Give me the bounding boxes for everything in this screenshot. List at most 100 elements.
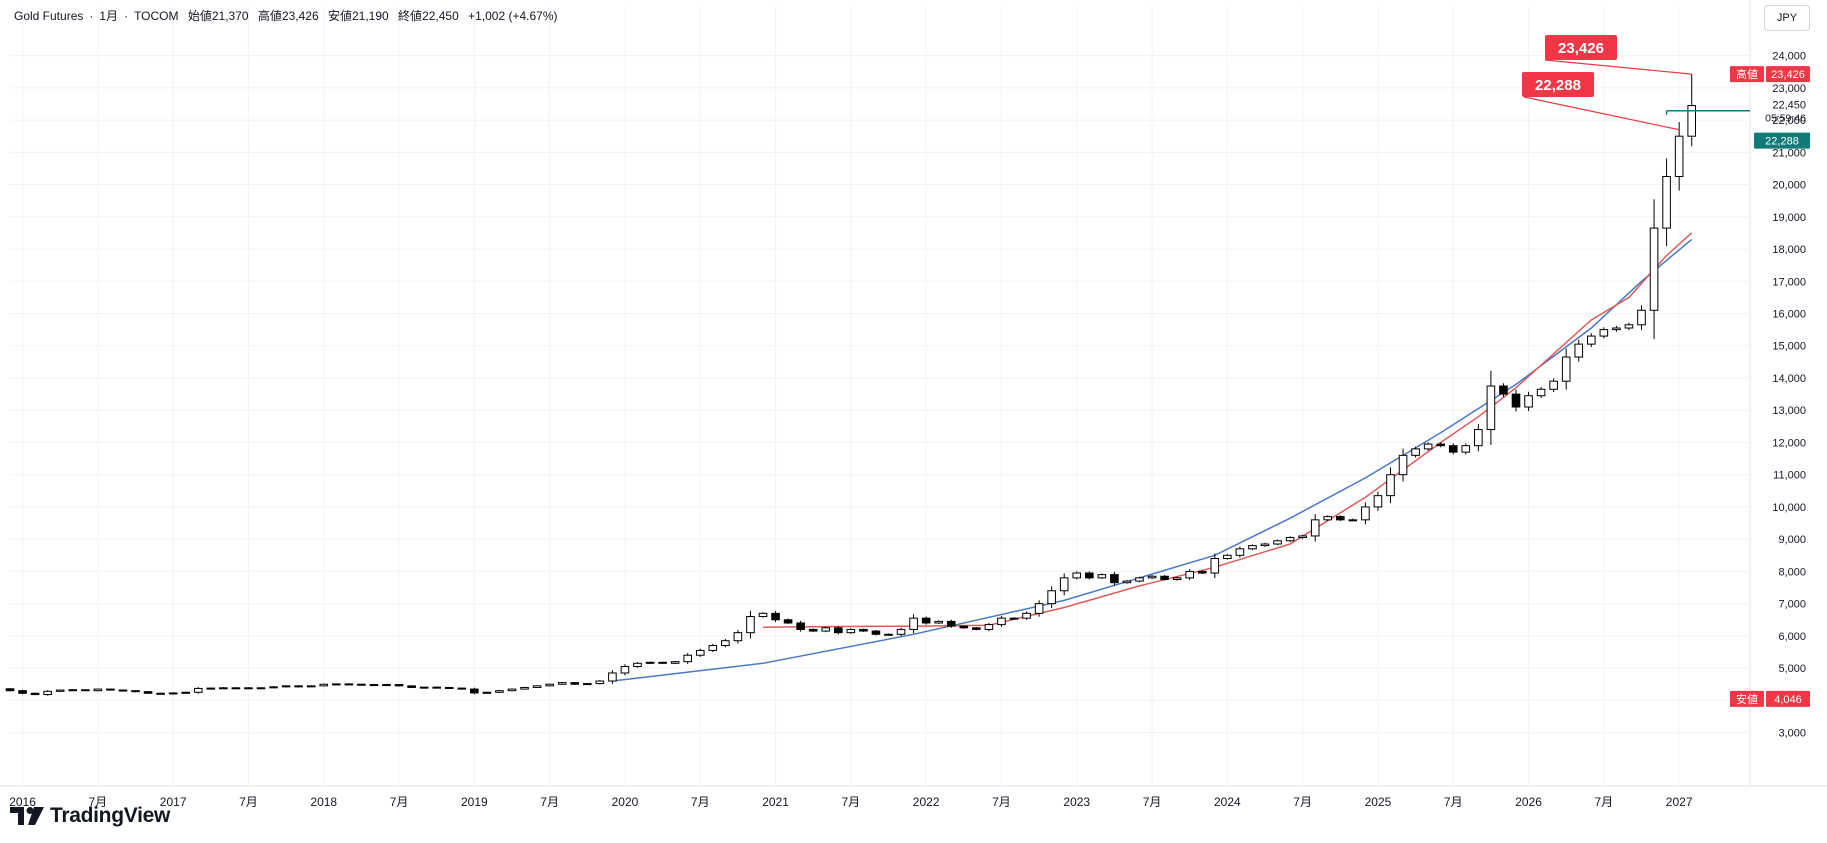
candle-body [1599,329,1609,337]
candle-body [382,684,391,687]
candle-body [118,689,128,692]
candle-body [783,619,793,624]
exchange: TOCOM [134,9,179,23]
candle-body [1323,516,1333,521]
candle-body [1260,543,1270,547]
y-tick-label: 21,000 [1772,147,1806,159]
candle-body [909,617,918,630]
candle-body [1273,540,1282,545]
y-tick-label: 22,000 [1772,115,1806,127]
x-tick-label: 2016 [9,795,36,809]
candle-body [1110,574,1119,584]
candle-body [30,692,40,696]
candle-body [821,627,831,632]
candle-body [921,617,931,624]
x-tick-label: 2026 [1515,795,1542,809]
candle-body [1172,577,1182,580]
interval[interactable]: 1月 [99,9,119,23]
x-tick-label: 7月 [390,795,409,809]
close-value: 22,450 [422,9,459,23]
price-axis[interactable]: 3,0004,0005,0006,0007,0008,0009,00010,00… [1772,51,1806,740]
candle-body [432,686,441,689]
candle-body [645,661,655,664]
candle-body [1511,393,1521,408]
x-tick-label: 7月 [239,795,258,809]
x-tick-label: 2023 [1063,795,1090,809]
candle-body [1197,570,1207,574]
y-tick-label: 5,000 [1778,663,1806,675]
candle-body [1574,343,1584,358]
candle-body [1122,580,1132,584]
low-label: 安値 [327,9,352,23]
candle-body [495,690,504,693]
candle-body [1147,575,1157,579]
tradingview-logo[interactable]: TradingView [10,804,170,828]
high-tag-value-bg [1766,66,1810,83]
candle-body [206,687,216,690]
candle-body [256,687,266,690]
candle-body [131,690,140,693]
candle-body [1009,617,1019,620]
candle-body [1398,454,1408,476]
y-tick-label: 15,000 [1772,341,1806,353]
y-tick-label: 18,000 [1772,244,1806,256]
candle-body [332,683,341,686]
candle-body [896,628,906,635]
y-tick-label: 24,000 [1772,51,1806,63]
symbol-name[interactable]: Gold Futures [14,9,84,23]
candle-body [482,691,492,694]
candle-body [1097,574,1107,579]
last-price-label: 22,450 [1772,100,1806,112]
x-tick-label: 2024 [1214,795,1241,809]
candle-body [1047,590,1056,605]
high-value: 23,426 [281,9,319,23]
candle-body [143,691,153,694]
candle-body [18,690,27,694]
candle-body [1135,577,1144,582]
candle-body [1524,395,1533,408]
candle-body [620,666,630,674]
candle-body [1411,448,1420,456]
candle-body [532,685,542,688]
candle-body [808,628,818,632]
high-tag-value: 23,426 [1771,69,1805,81]
candle-body [93,688,103,692]
candle-body [1474,429,1483,447]
candle-body [583,683,592,686]
candle-body [670,661,680,664]
candle-body [1461,445,1471,453]
candle-body [244,687,253,690]
y-tick-label: 6,000 [1778,631,1806,643]
candle-body [181,691,190,694]
candle-body [846,628,856,634]
candle-body [1436,443,1446,447]
candle-body [1285,537,1295,542]
currency-button[interactable]: JPY [1764,5,1810,31]
candle-body [1674,135,1684,177]
y-tick-label: 7,000 [1778,599,1806,611]
y-tick-label: 16,000 [1772,309,1806,321]
y-tick-label: 11,000 [1773,470,1806,482]
ma-long-line [612,238,1693,682]
x-tick-label: 7月 [1293,795,1312,809]
low-tag-value: 4,046 [1774,694,1802,706]
time-axis[interactable]: 2016 7月 2017 7月 2018 7月 2019 7月 2020 7月 2021 7月 2022… [9,795,1693,809]
candle-body [1361,506,1370,521]
candle-body [1034,603,1044,614]
candle-body [520,686,529,690]
y-tick-label: 20,000 [1772,180,1806,192]
candle-body [357,683,366,686]
x-tick-label: 2017 [160,795,187,809]
candle-body [934,620,944,624]
tradingview-wordmark: TradingView [50,804,171,827]
candle-body [269,686,278,689]
candle-body [1022,612,1031,619]
candle-body [168,692,178,695]
candle-body [595,680,605,685]
candle-body [1085,572,1094,579]
candle-body [884,633,893,636]
x-tick-label: 7月 [691,795,710,809]
open-value: 21,370 [211,9,249,23]
candle-body [1448,445,1458,453]
